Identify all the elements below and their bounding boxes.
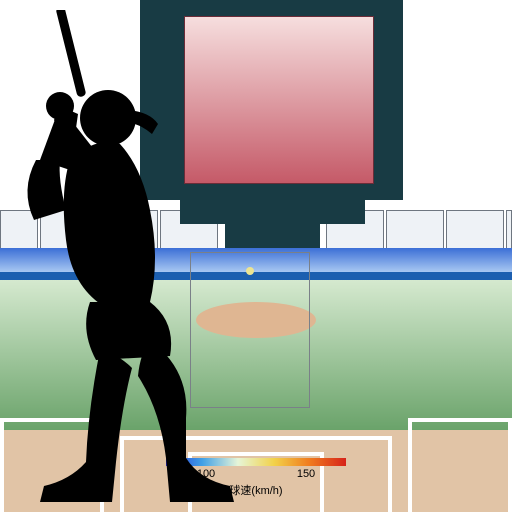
seating-block	[506, 210, 512, 248]
batter-box-right	[408, 418, 512, 512]
legend-tick: 150	[297, 468, 315, 480]
seating-block	[446, 210, 504, 248]
seating-block	[386, 210, 444, 248]
